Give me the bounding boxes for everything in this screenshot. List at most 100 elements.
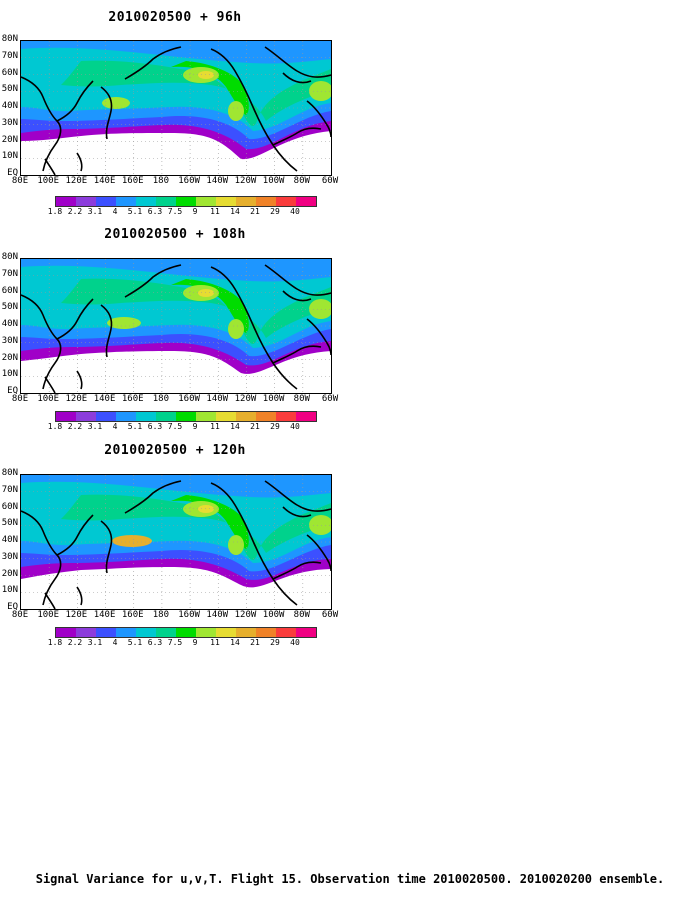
- lat-label: 40N: [1, 101, 18, 111]
- field-level-8c: [309, 299, 331, 319]
- colorbar-swatch: [176, 412, 196, 421]
- colorbar-swatch: [96, 628, 116, 637]
- field-level-hot: [102, 97, 130, 109]
- coastline-2: [100, 86, 113, 140]
- colorbar-label: 4: [112, 207, 118, 216]
- colorbar-label: 3.1: [87, 207, 103, 216]
- map-canvas: [21, 41, 331, 175]
- colorbar-label: 4: [112, 638, 118, 647]
- field-level-8c: [309, 81, 331, 101]
- colorbar-swatch: [296, 412, 316, 421]
- lat-label: 50N: [1, 84, 18, 95]
- lon-label: 100W: [262, 610, 285, 620]
- coastline-5: [272, 345, 322, 364]
- field-level-8b: [228, 101, 244, 121]
- coastline-4: [210, 48, 298, 172]
- colorbar-swatch: [216, 412, 236, 421]
- colorbar-label: 2.2: [67, 638, 83, 647]
- panel-1-map: [20, 40, 332, 176]
- colorbar-label: 29: [270, 638, 280, 647]
- colorbar-swatch: [236, 412, 256, 421]
- coastlines: [21, 46, 331, 175]
- lon-label: 100E: [37, 176, 60, 186]
- lon-label: 160W: [178, 176, 200, 186]
- colorbar-label: 3.1: [87, 638, 103, 647]
- coastlines: [21, 480, 331, 609]
- coastline-4: [210, 482, 298, 606]
- panel-3-title: 2010020500 + 120h: [104, 443, 246, 458]
- lon-label: 160E: [121, 176, 144, 186]
- field-level-9: [198, 505, 214, 513]
- colorbar-label: 11: [210, 422, 220, 431]
- lon-label: 180: [152, 176, 170, 186]
- coastline-1: [56, 80, 94, 122]
- field-level-9: [198, 71, 214, 79]
- colorbar-swatch: [56, 412, 76, 421]
- lat-label: 20N: [1, 352, 18, 363]
- colorbar-swatch: [276, 628, 296, 637]
- lat-label: 60N: [1, 67, 18, 78]
- coastline-9: [44, 158, 56, 175]
- lon-label: 80W: [293, 610, 310, 620]
- colorbar-swatch: [156, 628, 176, 637]
- colorbar-swatch: [236, 197, 256, 206]
- lon-label: 80E: [11, 176, 29, 186]
- lat-label: 10N: [1, 585, 18, 596]
- coastline-7: [282, 72, 312, 84]
- panel-2-title: 2010020500 + 108h: [104, 227, 246, 242]
- colorbar-label: 7.5: [167, 207, 183, 216]
- field-empty-atlantic: [261, 139, 331, 175]
- lon-label: 80E: [11, 394, 29, 404]
- coastline-1: [56, 514, 94, 556]
- lat-label: 20N: [1, 134, 18, 145]
- lon-label: 140E: [93, 176, 116, 186]
- lat-label: 80N: [1, 34, 18, 44]
- colorbar-label: 9: [192, 422, 198, 431]
- map-canvas: [21, 259, 331, 393]
- colorbar-swatch: [96, 197, 116, 206]
- field-empty-tropics: [21, 360, 233, 393]
- lon-label: 100W: [262, 176, 285, 186]
- colorbar-swatch: [116, 628, 136, 637]
- panel-3-map: [20, 474, 332, 610]
- colorbar-label: 5.1: [127, 638, 143, 647]
- colorbar-swatch: [176, 628, 196, 637]
- lon-label: 180: [152, 610, 170, 620]
- field-empty-atlantic: [261, 573, 331, 609]
- lon-label: 160W: [178, 610, 200, 620]
- lon-label: 140E: [93, 610, 116, 620]
- coastline-1: [56, 298, 94, 340]
- coastline-6: [264, 264, 331, 296]
- field-empty-atlantic: [261, 357, 331, 393]
- coastlines: [21, 264, 331, 393]
- colorbar-swatch: [136, 412, 156, 421]
- colorbar-swatch: [196, 628, 216, 637]
- coastline-3: [124, 264, 182, 298]
- colorbar-swatch: [76, 628, 96, 637]
- colorbar-label: 29: [270, 422, 280, 431]
- lon-label: 140W: [206, 610, 229, 620]
- lat-label: 60N: [1, 285, 18, 296]
- coastline-2: [100, 520, 113, 574]
- lon-label: 120W: [234, 610, 257, 620]
- colorbar-swatch: [116, 197, 136, 206]
- colorbar-label: 9: [192, 638, 198, 647]
- coastline-3: [124, 480, 182, 514]
- colorbar-swatch: [56, 628, 76, 637]
- lat-label: EQ: [7, 386, 18, 396]
- lat-label: 20N: [1, 568, 18, 579]
- coastline-9: [44, 592, 56, 609]
- colorbar-label: 21: [250, 422, 260, 431]
- colorbar-swatch: [256, 197, 276, 206]
- colorbar-label: 14: [230, 638, 240, 647]
- colorbar-label: 2.2: [67, 422, 83, 431]
- colorbar-label: 40: [290, 638, 300, 647]
- colorbar-swatch: [256, 412, 276, 421]
- lat-label: 40N: [1, 319, 18, 329]
- colorbar-label: 21: [250, 207, 260, 216]
- lat-label: 70N: [1, 50, 18, 61]
- field-empty-tropics: [21, 142, 233, 175]
- colorbar-label: 4: [112, 422, 118, 431]
- colorbar-label: 6.3: [147, 207, 163, 216]
- lon-label: 140W: [206, 394, 229, 404]
